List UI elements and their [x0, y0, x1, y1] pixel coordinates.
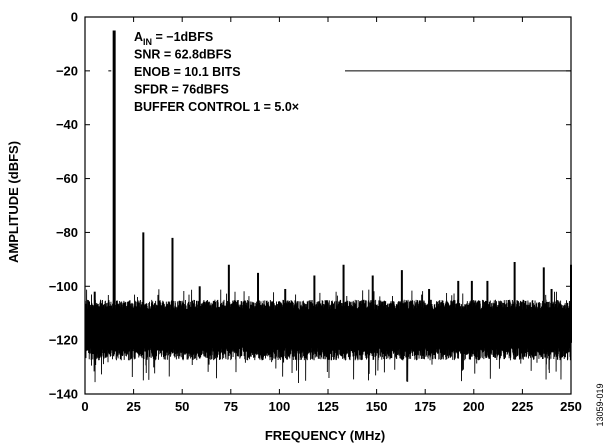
y-tick-label: −100: [49, 279, 78, 294]
fft-trace: [84, 30, 572, 383]
y-axis-ticks: 0 −20 −40 −60 −80 −100 −120 −140: [49, 10, 571, 402]
y-tick-label: −20: [56, 63, 78, 78]
y-axis-title: AMPLITUDE (dBFS): [6, 141, 21, 263]
x-axis-ticks: 0 25 50 75 100 125 150 175 200 225 250: [81, 17, 582, 414]
x-tick-label: 0: [81, 399, 88, 414]
y-tick-label: 0: [71, 10, 78, 25]
y-tick-label: −40: [56, 117, 78, 132]
x-tick-label: 225: [512, 399, 534, 414]
y-tick-label: −120: [49, 333, 78, 348]
x-tick-label: 250: [560, 399, 582, 414]
x-tick-label: 75: [224, 399, 238, 414]
y-tick-label: −60: [56, 171, 78, 186]
annotation-line-2: SNR = 62.8dBFS: [134, 48, 232, 62]
x-tick-label: 150: [366, 399, 388, 414]
noise-floor: [84, 289, 572, 383]
x-tick-label: 100: [269, 399, 291, 414]
x-axis-title: FREQUENCY (MHz): [265, 428, 385, 443]
x-tick-label: 50: [175, 399, 189, 414]
annotation-line-4: SFDR = 76dBFS: [134, 83, 229, 97]
annotation-line-5: BUFFER CONTROL 1 = 5.0×: [134, 100, 299, 114]
x-tick-label: 200: [463, 399, 485, 414]
y-tick-label: −140: [49, 387, 78, 402]
figure-id: 13059-019: [595, 383, 605, 426]
x-tick-label: 25: [126, 399, 140, 414]
annotation-line-1: AIN = −1dBFS: [134, 30, 213, 47]
y-tick-label: −80: [56, 225, 78, 240]
x-tick-label: 125: [317, 399, 339, 414]
annotation-line-3: ENOB = 10.1 BITS: [134, 65, 241, 79]
x-tick-label: 175: [414, 399, 436, 414]
